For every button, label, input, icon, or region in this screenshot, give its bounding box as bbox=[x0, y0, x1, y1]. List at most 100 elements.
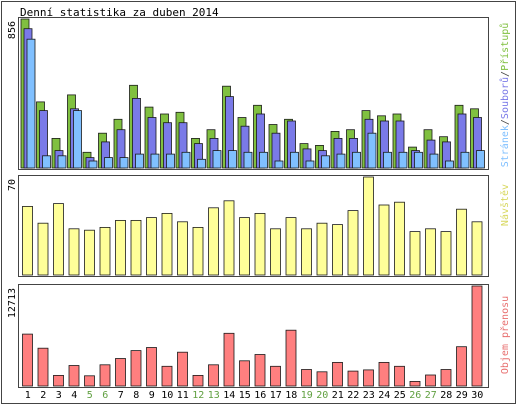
stranek-bar bbox=[445, 160, 454, 169]
x-tick-label: 5 bbox=[87, 390, 93, 401]
legend-entry: Stránek bbox=[499, 125, 511, 167]
navstev-bar bbox=[425, 228, 436, 276]
objem-bar bbox=[363, 369, 374, 387]
legend-entry: / bbox=[500, 71, 511, 77]
panel-2: 70 Návštěv bbox=[7, 175, 511, 277]
legend-entry: / bbox=[500, 119, 511, 125]
objem-bar bbox=[394, 365, 405, 387]
objem-bar bbox=[347, 370, 359, 387]
stranek-bar bbox=[274, 160, 284, 169]
objem-bar bbox=[208, 364, 219, 387]
navstev-bar bbox=[378, 204, 390, 276]
navstev-bar bbox=[177, 221, 188, 276]
navstev-bar bbox=[37, 222, 49, 276]
navstev-bar bbox=[270, 228, 281, 276]
x-tick-label: 28 bbox=[440, 390, 452, 401]
navstev-bar bbox=[130, 219, 142, 276]
stranek-bar bbox=[150, 153, 160, 169]
navstev-bar bbox=[22, 205, 33, 276]
objem-bar bbox=[161, 365, 173, 387]
x-tick-label: 9 bbox=[149, 390, 155, 401]
x-tick-label: 6 bbox=[102, 390, 108, 401]
x-tick-label: 17 bbox=[270, 390, 282, 401]
objem-bar bbox=[84, 375, 95, 387]
x-tick-label: 20 bbox=[316, 390, 328, 401]
stranek-bar bbox=[367, 132, 377, 169]
navstev-bar bbox=[68, 228, 80, 276]
navstev-bar bbox=[146, 217, 157, 276]
legend-entry: Objem přenosu bbox=[499, 296, 511, 374]
objem-bar bbox=[409, 380, 421, 387]
objem-bar bbox=[146, 347, 157, 387]
objem-bar bbox=[301, 369, 312, 387]
stranek-bar bbox=[197, 158, 206, 169]
navstev-bar bbox=[409, 231, 421, 276]
objem-bar bbox=[285, 329, 297, 387]
navstev-bar bbox=[456, 208, 467, 276]
stranek-bar bbox=[383, 151, 392, 169]
x-tick-label: 25 bbox=[394, 390, 406, 401]
stranek-bar bbox=[398, 151, 408, 169]
legend: Stránek/Souborů/Přístupů bbox=[499, 23, 511, 168]
panel-frame bbox=[18, 175, 489, 277]
x-tick-label: 3 bbox=[56, 390, 62, 401]
objem-bar bbox=[239, 360, 250, 387]
navstev-bar bbox=[161, 212, 173, 276]
stranek-bar bbox=[228, 150, 237, 169]
panel-frame bbox=[18, 284, 489, 388]
objem-bar bbox=[115, 358, 126, 387]
x-tick-label: 27 bbox=[425, 390, 437, 401]
x-tick-label: 21 bbox=[332, 390, 344, 401]
stranek-bar bbox=[259, 151, 268, 169]
x-tick-label: 13 bbox=[208, 390, 220, 401]
navstev-bar bbox=[471, 221, 483, 276]
x-tick-label: 7 bbox=[118, 390, 124, 401]
navstev-bar bbox=[394, 201, 405, 276]
objem-bar bbox=[53, 374, 64, 387]
x-tick-label: 19 bbox=[301, 390, 313, 401]
stranek-bar bbox=[336, 153, 346, 169]
navstev-bar bbox=[53, 203, 64, 276]
navstev-bar bbox=[208, 207, 219, 276]
stranek-bar bbox=[42, 155, 51, 169]
objem-bar bbox=[471, 285, 483, 387]
stranek-bar bbox=[305, 160, 315, 169]
stranek-bar bbox=[460, 151, 470, 169]
navstev-bar bbox=[363, 176, 374, 276]
objem-bar bbox=[254, 354, 266, 387]
legend-entry: Přístupů bbox=[499, 23, 511, 71]
objem-bar bbox=[316, 371, 328, 387]
x-tick-label: 16 bbox=[254, 390, 266, 401]
legend-entry: Návštěv bbox=[499, 184, 511, 226]
objem-bar bbox=[270, 365, 281, 387]
objem-bar bbox=[177, 351, 188, 387]
x-tick-label: 11 bbox=[177, 390, 189, 401]
x-tick-label: 24 bbox=[378, 390, 390, 401]
objem-bar bbox=[130, 350, 142, 387]
stranek-bar bbox=[73, 110, 82, 169]
x-tick-label: 2 bbox=[40, 390, 46, 401]
stranek-bar bbox=[321, 155, 330, 169]
stranek-bar bbox=[57, 155, 67, 169]
legend: Objem přenosu bbox=[499, 296, 511, 374]
stranek-bar bbox=[352, 151, 361, 169]
x-tick-label: 22 bbox=[347, 390, 359, 401]
stranek-bar bbox=[166, 153, 175, 169]
navstev-bar bbox=[223, 200, 235, 276]
objem-bar bbox=[192, 374, 204, 387]
stranek-bar bbox=[290, 151, 299, 169]
navstev-bar bbox=[192, 226, 204, 276]
x-tick-label: 30 bbox=[471, 390, 483, 401]
navstev-bar bbox=[84, 229, 95, 276]
chart-title: Denní statistika za duben 2014 bbox=[20, 6, 219, 19]
objem-bar bbox=[456, 346, 467, 387]
x-tick-label: 18 bbox=[285, 390, 297, 401]
navstev-bar bbox=[347, 210, 359, 276]
legend-entry: Souborů bbox=[499, 77, 511, 119]
stranek-bar bbox=[181, 151, 191, 169]
stranek-bar bbox=[119, 157, 129, 169]
x-tick-label: 4 bbox=[71, 390, 77, 401]
y-max-label: 70 bbox=[7, 179, 18, 191]
objem-bar bbox=[223, 332, 235, 387]
